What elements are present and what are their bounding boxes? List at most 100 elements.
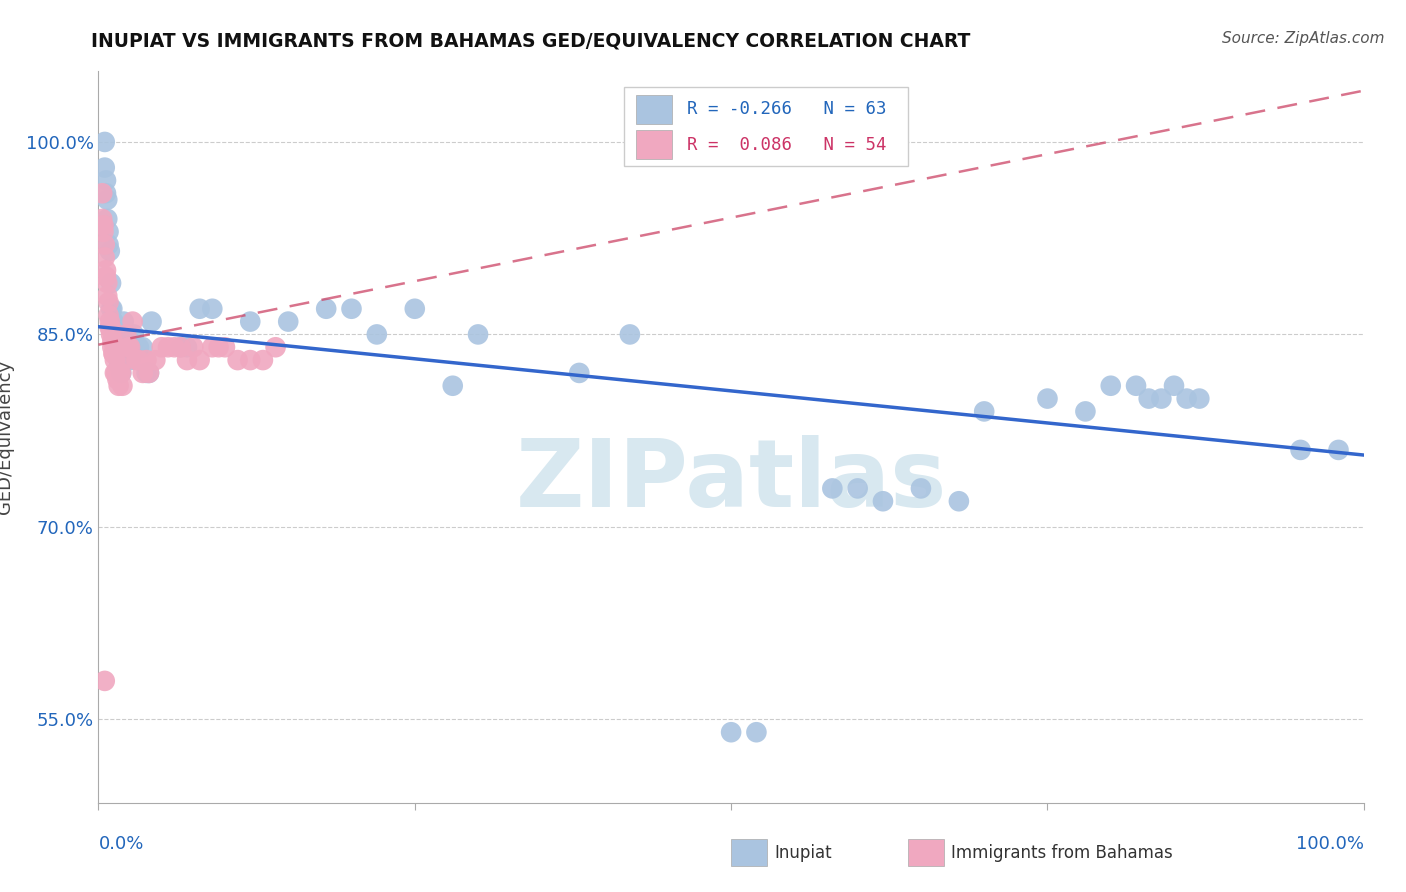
Point (110, 366, 132, 380)
Bar (623, 87, 908, 167)
Point (201, 340, 224, 354)
Point (135, 366, 157, 380)
Point (97, 237, 120, 252)
Point (103, 346, 125, 360)
Point (169, 340, 191, 354)
Point (157, 340, 180, 354)
Point (112, 353, 135, 368)
Point (93, 161, 117, 175)
Point (277, 315, 299, 329)
Point (404, 301, 426, 316)
Point (441, 378, 464, 392)
Point (107, 378, 129, 392)
Point (1150, 392, 1173, 406)
Point (105, 340, 128, 354)
Point (121, 315, 143, 329)
Point (115, 334, 138, 348)
Point (264, 340, 287, 354)
Point (107, 353, 129, 368)
Point (163, 340, 186, 354)
Point (97, 308, 120, 322)
Y-axis label: GED/Equivalency: GED/Equivalency (0, 360, 14, 514)
Point (872, 494, 894, 508)
Text: 100.0%: 100.0% (1296, 835, 1364, 853)
Point (176, 340, 198, 354)
Point (108, 366, 131, 380)
Point (97, 225, 120, 239)
Point (846, 482, 869, 496)
Point (1175, 392, 1198, 406)
Point (101, 340, 124, 354)
Point (91, 211, 114, 226)
Point (104, 366, 127, 380)
Point (138, 366, 160, 380)
Point (94, 263, 117, 277)
Point (201, 301, 224, 316)
Point (100, 321, 122, 335)
Point (138, 366, 160, 380)
Point (94, 186, 117, 201)
Point (107, 340, 129, 354)
Point (103, 327, 125, 342)
Point (98, 244, 121, 258)
Point (619, 327, 641, 342)
Point (145, 353, 166, 368)
Point (188, 353, 211, 368)
Point (107, 372, 129, 386)
Point (315, 301, 337, 316)
Bar (636, 130, 672, 159)
Point (96, 289, 118, 303)
Point (169, 340, 191, 354)
Point (103, 315, 125, 329)
Point (100, 276, 122, 290)
Point (122, 327, 145, 342)
Point (100, 327, 122, 342)
Point (118, 340, 141, 354)
Text: Immigrants from Bahamas: Immigrants from Bahamas (952, 844, 1173, 862)
Point (96, 276, 118, 290)
Bar (636, 95, 672, 124)
Point (132, 340, 155, 354)
Text: Source: ZipAtlas.com: Source: ZipAtlas.com (1222, 31, 1385, 46)
Point (183, 340, 205, 354)
Point (1036, 392, 1059, 406)
Point (93, 135, 117, 149)
Point (1125, 378, 1147, 392)
Point (467, 327, 489, 342)
Point (1074, 404, 1097, 418)
Text: 0.0%: 0.0% (98, 835, 143, 853)
Point (568, 366, 591, 380)
Point (93, 219, 115, 233)
Point (104, 353, 127, 368)
Point (96, 193, 118, 207)
Point (1289, 442, 1312, 457)
Point (115, 327, 138, 342)
Point (94, 173, 117, 187)
Point (98, 315, 121, 329)
Point (128, 340, 150, 354)
Point (98, 321, 121, 335)
Text: INUPIAT VS IMMIGRANTS FROM BAHAMAS GED/EQUIVALENCY CORRELATION CHART: INUPIAT VS IMMIGRANTS FROM BAHAMAS GED/E… (91, 31, 970, 50)
Point (100, 301, 122, 316)
Point (720, 725, 742, 739)
Point (1327, 442, 1350, 457)
Point (96, 211, 118, 226)
Point (745, 725, 768, 739)
Point (112, 315, 135, 329)
Point (132, 366, 155, 380)
Point (340, 301, 363, 316)
Point (366, 327, 388, 342)
Bar (731, 839, 766, 866)
Text: R = -0.266   N = 63: R = -0.266 N = 63 (686, 101, 886, 119)
Point (252, 353, 274, 368)
Text: Inupiat: Inupiat (775, 844, 832, 862)
Point (93, 225, 115, 239)
Point (93, 251, 117, 265)
Point (125, 340, 148, 354)
Point (1099, 378, 1122, 392)
Point (101, 301, 124, 316)
Point (1137, 392, 1160, 406)
Text: ZIPatlas: ZIPatlas (516, 435, 946, 527)
Point (141, 315, 163, 329)
Point (150, 340, 173, 354)
